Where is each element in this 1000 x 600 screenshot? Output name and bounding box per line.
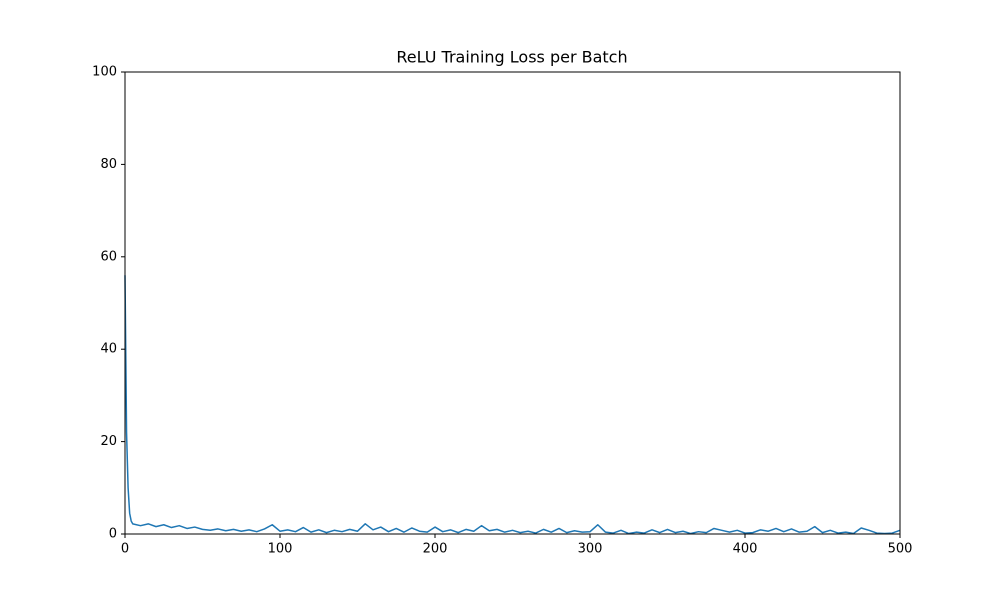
- x-tick-label: 0: [121, 542, 129, 557]
- loss-line: [124, 275, 901, 535]
- plot-frame: [124, 71, 901, 535]
- x-tick-label: 500: [888, 542, 913, 557]
- y-tick-label: 80: [100, 157, 117, 172]
- x-tick-label: 300: [578, 542, 603, 557]
- y-tick-label: 100: [92, 65, 117, 80]
- y-tick-label: 40: [100, 342, 117, 357]
- chart-title: ReLU Training Loss per Batch: [396, 48, 627, 67]
- x-tick-label: 200: [423, 542, 448, 557]
- y-tick-label: 0: [109, 527, 117, 542]
- x-tick-label: 100: [268, 542, 293, 557]
- x-tick-label: 400: [733, 542, 758, 557]
- y-tick-label: 20: [100, 434, 117, 449]
- y-tick-label: 60: [100, 249, 117, 264]
